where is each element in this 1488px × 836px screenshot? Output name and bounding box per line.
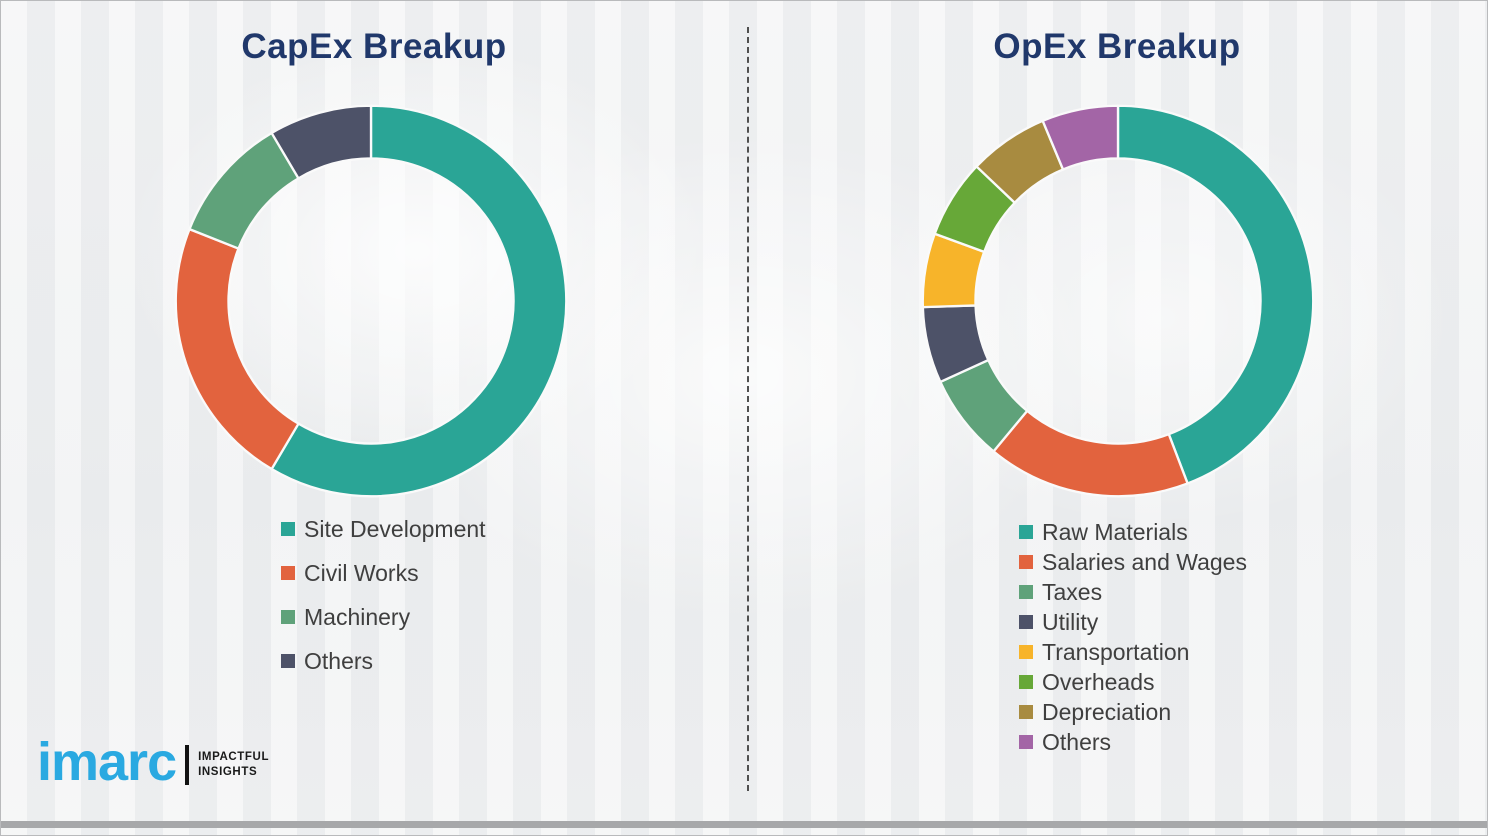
- legend-swatch: [1019, 555, 1033, 569]
- legend-swatch: [281, 654, 295, 668]
- legend-label: Depreciation: [1042, 698, 1172, 725]
- legend-item: Site Development: [281, 507, 486, 551]
- donut-segment-civil-works: [174, 227, 300, 471]
- legend-label: Civil Works: [304, 559, 419, 586]
- legend-label: Others: [1042, 728, 1112, 755]
- legend-item: Utility: [1019, 607, 1247, 637]
- imarc-tagline: IMPACTFUL INSIGHTS: [198, 750, 269, 780]
- legend-item: Others: [281, 639, 486, 683]
- legend-item: Overheads: [1019, 667, 1247, 697]
- tagline-line2: INSIGHTS: [198, 766, 258, 778]
- opex-panel: OpEx Breakup Raw Materials Salaries and …: [747, 1, 1487, 835]
- legend-swatch: [1019, 585, 1033, 599]
- legend-label: Site Development: [304, 515, 486, 542]
- legend-swatch: [1019, 705, 1033, 719]
- legend-item: Raw Materials: [1019, 517, 1247, 547]
- donut-segment-raw-materials: [1116, 104, 1315, 485]
- capex-legend: Site Development Civil Works Machinery O…: [281, 507, 486, 683]
- legend-label: Overheads: [1042, 668, 1155, 695]
- legend-item: Taxes: [1019, 577, 1247, 607]
- legend-item: Salaries and Wages: [1019, 547, 1247, 577]
- legend-item: Transportation: [1019, 637, 1247, 667]
- donut-segment-salaries-and-wages: [992, 409, 1189, 498]
- logo-divider-bar: [185, 745, 190, 785]
- bottom-border-bar: [1, 821, 1487, 828]
- opex-title: OpEx Breakup: [993, 27, 1241, 66]
- legend-label: Salaries and Wages: [1042, 548, 1247, 575]
- legend-swatch: [1019, 675, 1033, 689]
- donut-segment-others: [270, 104, 373, 180]
- imarc-logo: imarc IMPACTFUL INSIGHTS: [37, 735, 269, 789]
- legend-swatch: [1019, 525, 1033, 539]
- imarc-brand-text: imarc: [37, 732, 177, 792]
- legend-item: Machinery: [281, 595, 486, 639]
- tagline-line1: IMPACTFUL: [198, 751, 270, 764]
- donut-segment-others: [1041, 104, 1120, 171]
- legend-swatch: [1019, 645, 1033, 659]
- vertical-dashed-divider: [747, 27, 749, 791]
- legend-label: Taxes: [1042, 578, 1103, 605]
- legend-item: Civil Works: [281, 551, 486, 595]
- opex-legend: Raw Materials Salaries and Wages Taxes U…: [1019, 517, 1247, 757]
- donut-segment-site-development: [270, 104, 568, 498]
- legend-label: Utility: [1042, 608, 1099, 635]
- legend-swatch: [281, 522, 295, 536]
- legend-label: Raw Materials: [1042, 518, 1188, 545]
- legend-swatch: [281, 610, 295, 624]
- legend-label: Machinery: [304, 603, 411, 630]
- legend-item: Depreciation: [1019, 697, 1247, 727]
- capex-title: CapEx Breakup: [241, 27, 507, 66]
- legend-label: Others: [304, 647, 374, 674]
- legend-swatch: [1019, 615, 1033, 629]
- legend-item: Others: [1019, 727, 1247, 757]
- legend-label: Transportation: [1042, 638, 1190, 665]
- legend-swatch: [281, 566, 295, 580]
- capex-panel: CapEx Breakup Site Development Civil Wor…: [1, 1, 747, 835]
- legend-swatch: [1019, 735, 1033, 749]
- capex-donut-chart: [174, 104, 568, 498]
- opex-donut-chart: [921, 104, 1315, 498]
